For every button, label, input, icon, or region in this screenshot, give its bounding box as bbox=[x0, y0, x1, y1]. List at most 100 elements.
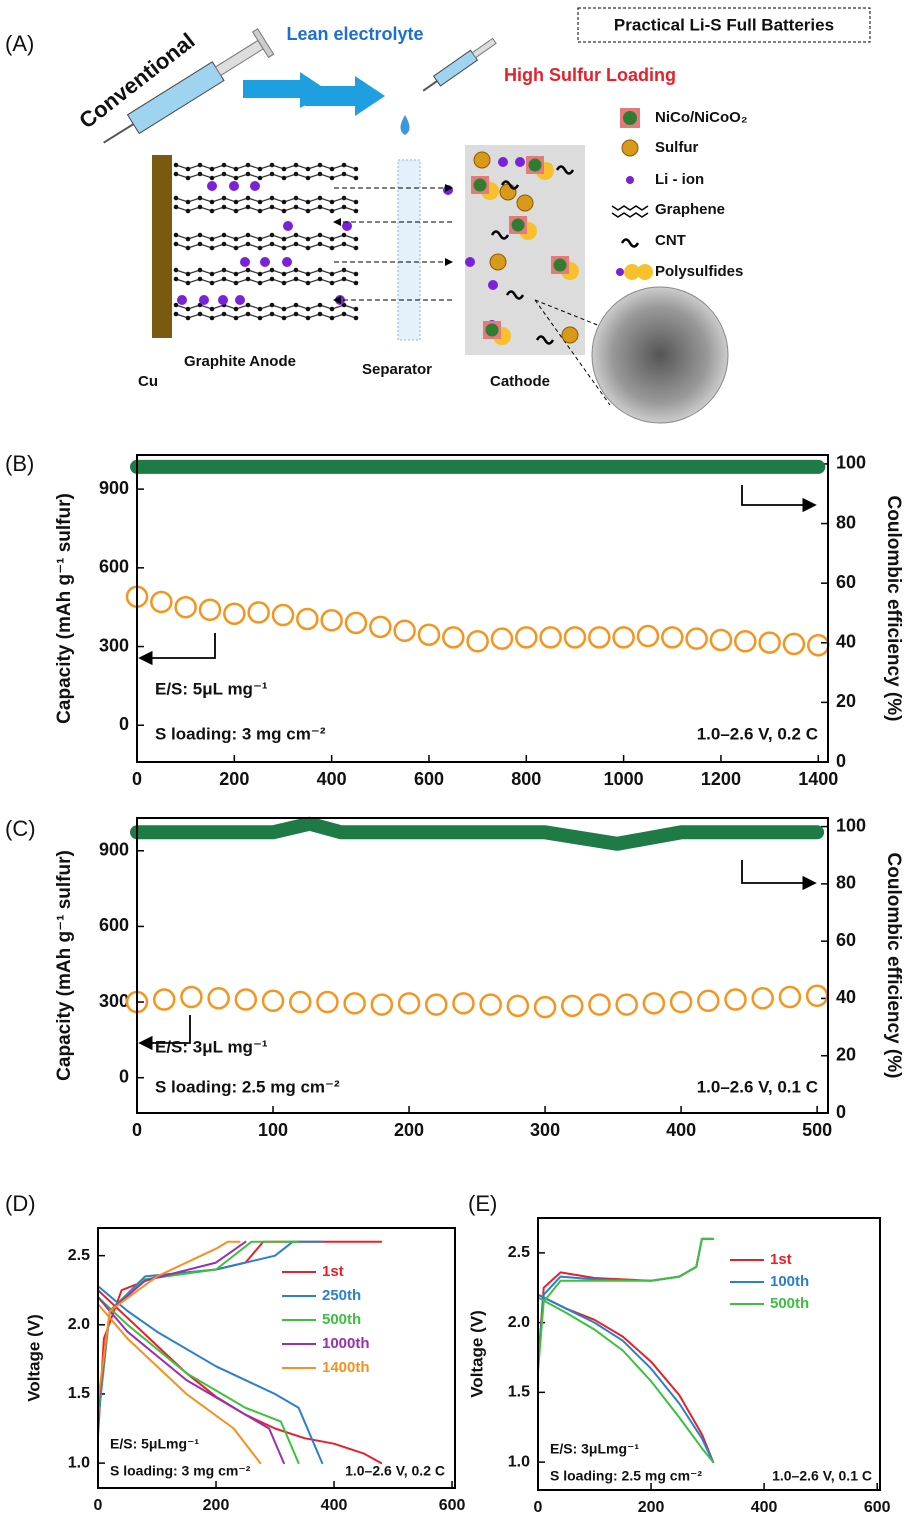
plot-frame bbox=[97, 1227, 456, 1489]
graphene-atom bbox=[245, 204, 251, 210]
legend-icon bbox=[623, 111, 637, 125]
graphene-atom bbox=[305, 175, 311, 181]
graphene-atom bbox=[317, 204, 323, 210]
cu-label: Cu bbox=[138, 373, 158, 390]
nico-core bbox=[511, 218, 525, 232]
graphene-atom bbox=[173, 302, 179, 308]
graphene-atom bbox=[341, 195, 347, 201]
graphene-atom bbox=[197, 204, 203, 210]
graphene-atom bbox=[257, 271, 263, 277]
y-tick-label: 2.0 bbox=[508, 1314, 530, 1331]
separator-label: Separator bbox=[362, 361, 432, 378]
data-point bbox=[198, 598, 222, 622]
y2-tick-label: 40 bbox=[836, 987, 856, 1007]
legend-label: 1000th bbox=[322, 1335, 370, 1352]
y-tick-label: 2.0 bbox=[68, 1316, 90, 1333]
x-tick-label: 1000 bbox=[604, 769, 644, 789]
legend-label: Li - ion bbox=[655, 171, 704, 188]
graphene-atom bbox=[341, 276, 347, 282]
li-ion bbox=[229, 181, 239, 191]
x-tick-label: 0 bbox=[94, 1497, 103, 1514]
axis-arrow bbox=[741, 860, 817, 891]
graphene-atom bbox=[233, 271, 239, 277]
graphene-atom bbox=[173, 162, 179, 168]
efficiency-band bbox=[130, 816, 825, 851]
arrow bbox=[305, 76, 385, 116]
graphene-atom bbox=[353, 175, 359, 181]
sulfur bbox=[473, 151, 491, 169]
y2-tick-label: 20 bbox=[836, 1044, 856, 1064]
y2-axis-label: Coulombic efficiency (%) bbox=[883, 496, 904, 722]
axis-arrow bbox=[138, 633, 216, 666]
graphene-atom bbox=[233, 166, 239, 172]
data-point bbox=[180, 985, 203, 1009]
annotation: E/S: 3μL mg⁻¹ bbox=[155, 1037, 268, 1056]
graphene-atom bbox=[173, 276, 179, 282]
graphene-atom bbox=[305, 245, 311, 251]
graphene-atom bbox=[329, 175, 335, 181]
data-point bbox=[782, 632, 806, 656]
graphene-atom bbox=[257, 280, 263, 286]
graphene-atom bbox=[281, 280, 287, 286]
legend-label: Graphene bbox=[655, 201, 725, 218]
data-point bbox=[724, 988, 747, 1011]
graphene-atom bbox=[197, 276, 203, 282]
x-tick-label: 200 bbox=[203, 1497, 230, 1514]
graphene-atom bbox=[197, 162, 203, 168]
data-point bbox=[734, 630, 757, 653]
li-ion bbox=[240, 257, 250, 267]
zoom-line bbox=[534, 299, 606, 329]
legend-label: NiCo/NiCoO₂ bbox=[655, 109, 748, 126]
graphene-atom bbox=[233, 280, 239, 286]
graphene-atom bbox=[245, 311, 251, 317]
data-point bbox=[615, 993, 638, 1016]
graphene-layer bbox=[175, 269, 357, 275]
data-point bbox=[661, 626, 684, 649]
y-axis-label: Capacity (mAh g⁻¹ sulfur) bbox=[54, 850, 75, 1081]
graphene-atom bbox=[281, 245, 287, 251]
y2-tick-label: 60 bbox=[836, 930, 856, 950]
graphene-atom bbox=[281, 236, 287, 242]
legend-icon bbox=[624, 264, 640, 280]
lean-label: Lean electrolyte bbox=[286, 24, 423, 44]
graphene-atom bbox=[233, 245, 239, 251]
legend-label: Sulfur bbox=[655, 139, 698, 156]
y-tick-label: 900 bbox=[99, 478, 129, 498]
graphene-atom bbox=[293, 267, 299, 273]
data-point bbox=[561, 994, 584, 1018]
loading-label: High Sulfur Loading bbox=[504, 65, 676, 85]
graphene-atom bbox=[257, 306, 263, 312]
graphene-atom bbox=[185, 315, 191, 321]
graphene-atom bbox=[341, 204, 347, 210]
data-point bbox=[316, 990, 339, 1014]
graphene-atom bbox=[257, 166, 263, 172]
graphene-atom bbox=[197, 232, 203, 238]
graphene-atom bbox=[257, 175, 263, 181]
y2-tick-label: 100 bbox=[836, 815, 866, 835]
graphene-atom bbox=[329, 199, 335, 205]
li-ion bbox=[250, 181, 260, 191]
annotation: S loading: 2.5 mg cm⁻² bbox=[550, 1468, 702, 1484]
li-ion bbox=[199, 295, 209, 305]
data-point bbox=[533, 995, 557, 1019]
panel-label: (A) bbox=[5, 31, 34, 56]
graphene-layer bbox=[175, 197, 357, 203]
graphene-atom bbox=[233, 236, 239, 242]
graphene-atom bbox=[269, 267, 275, 273]
graphene-atom bbox=[281, 315, 287, 321]
title-box bbox=[577, 7, 871, 43]
y-tick-label: 0 bbox=[119, 1066, 129, 1086]
graphene-atom bbox=[353, 236, 359, 242]
axis-arrow bbox=[138, 1015, 191, 1051]
data-point bbox=[636, 624, 660, 648]
graphene-atom bbox=[329, 208, 335, 214]
graphene-atom bbox=[233, 175, 239, 181]
legend-label: 500th bbox=[770, 1295, 809, 1312]
graphene-atom bbox=[221, 267, 227, 273]
li-ion bbox=[282, 257, 292, 267]
graphene-atom bbox=[209, 280, 215, 286]
data-point bbox=[588, 626, 611, 649]
annotation: 1.0–2.6 V, 0.1 C bbox=[697, 1077, 818, 1096]
y-tick-label: 900 bbox=[99, 840, 129, 860]
